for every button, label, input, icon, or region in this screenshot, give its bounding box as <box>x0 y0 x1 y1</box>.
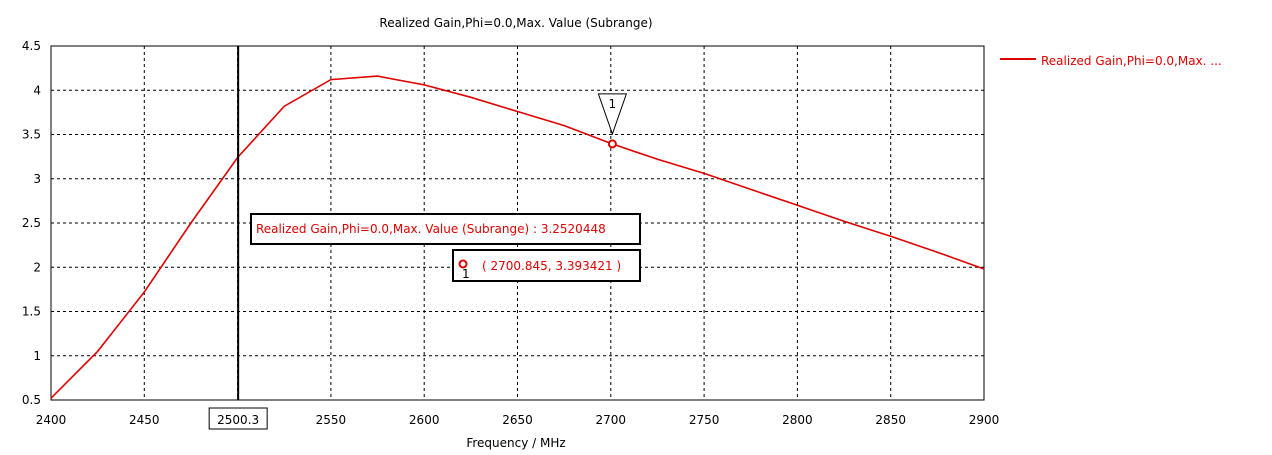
x-tick-label: 2850 <box>875 413 906 427</box>
y-tick-label: 1 <box>33 349 41 363</box>
tick-labels: 2400 2450 2550 2600 2650 2700 2750 2800 2850 2900… <box>22 39 999 427</box>
x-tick-label: 2800 <box>782 413 813 427</box>
x-tick-label: 2400 <box>36 413 67 427</box>
y-tick-label: 2 <box>33 260 41 274</box>
x-tick-label: 2750 <box>689 413 720 427</box>
cursor-x-label: 2500.3 <box>217 413 259 427</box>
marker-flag-label: 1 <box>609 97 617 111</box>
marker-flag[interactable] <box>597 93 628 136</box>
x-tick-label: 2600 <box>409 413 440 427</box>
marker-icon <box>458 259 468 269</box>
series-line <box>50 75 985 399</box>
y-tick-label: 3 <box>33 172 41 186</box>
x-axis-label: Frequency / MHz <box>466 436 565 450</box>
marker-readout-text: ( 2700.845, 3.393421 ) <box>482 259 621 273</box>
x-tick-label: 2650 <box>502 413 533 427</box>
y-tick-label: 1.5 <box>22 305 41 319</box>
plot-frame <box>50 45 985 401</box>
x-tick-label: 2450 <box>129 413 160 427</box>
y-tick-label: 2.5 <box>22 216 41 230</box>
cursor-x-box[interactable] <box>208 407 268 430</box>
y-tick-label: 4 <box>33 83 41 97</box>
marker-readout-box[interactable] <box>452 249 641 282</box>
y-tick-label: 4.5 <box>22 39 41 53</box>
y-tick-label: 3.5 <box>22 128 41 142</box>
y-tick-label: 0.5 <box>22 393 41 407</box>
legend-label[interactable]: Realized Gain,Phi=0.0,Max. ... <box>1041 54 1222 68</box>
marker-readout-id: 1 <box>462 267 470 281</box>
marker-point[interactable] <box>607 139 617 149</box>
chart-title: Realized Gain,Phi=0.0,Max. Value (Subran… <box>379 16 652 30</box>
cursor-readout-text: Realized Gain,Phi=0.0,Max. Value (Subran… <box>256 222 606 236</box>
series-group <box>50 75 985 399</box>
x-tick-label: 2900 <box>969 413 1000 427</box>
cursor-readout-box[interactable] <box>250 213 641 245</box>
x-tick-label: 2550 <box>316 413 347 427</box>
x-tick-label: 2700 <box>596 413 627 427</box>
